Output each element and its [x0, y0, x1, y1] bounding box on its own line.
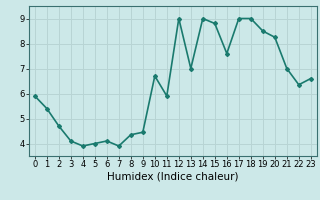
X-axis label: Humidex (Indice chaleur): Humidex (Indice chaleur): [107, 172, 238, 182]
